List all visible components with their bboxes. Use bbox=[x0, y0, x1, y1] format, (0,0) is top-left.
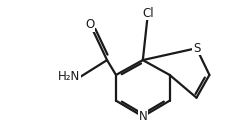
Text: Cl: Cl bbox=[141, 7, 153, 20]
Text: S: S bbox=[192, 42, 199, 55]
Text: N: N bbox=[138, 110, 147, 123]
Text: O: O bbox=[85, 18, 94, 31]
Text: H₂N: H₂N bbox=[58, 70, 80, 83]
